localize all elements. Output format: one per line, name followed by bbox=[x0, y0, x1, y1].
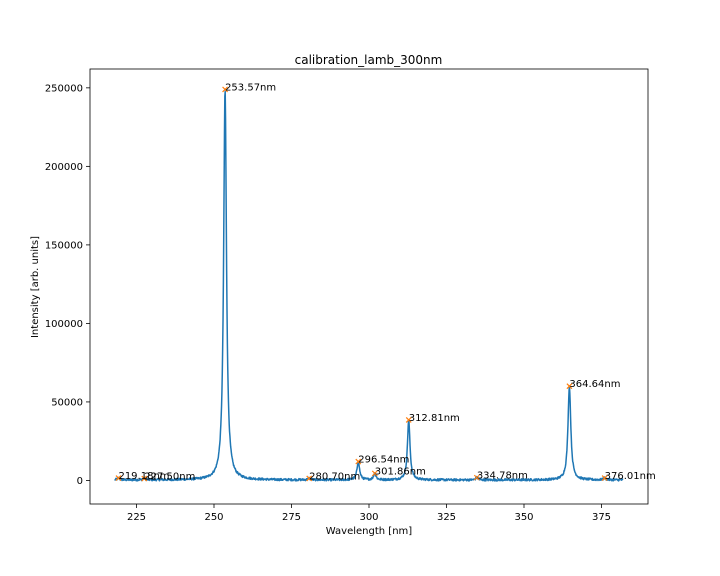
peak-marker bbox=[601, 475, 608, 482]
peak-label: 334.78nm bbox=[477, 471, 528, 482]
y-axis: 0 50000 100000 150000 200000 250000 bbox=[45, 83, 90, 487]
peak-marker bbox=[115, 475, 122, 482]
peak-label: 376.01nm bbox=[605, 471, 656, 482]
peak-label: 296.54nm bbox=[358, 455, 409, 466]
x-tick-label: 325 bbox=[437, 512, 456, 523]
x-tick-label: 275 bbox=[282, 512, 301, 523]
x-tick-label: 350 bbox=[514, 512, 533, 523]
x-tick-label: 225 bbox=[127, 512, 146, 523]
y-tick-label: 50000 bbox=[51, 397, 83, 408]
x-tick-label: 250 bbox=[204, 512, 223, 523]
peak-label: 364.64nm bbox=[569, 379, 620, 390]
y-tick-label: 150000 bbox=[45, 240, 83, 251]
peak-marker bbox=[306, 475, 313, 482]
x-tick-label: 300 bbox=[359, 512, 378, 523]
x-tick-label: 375 bbox=[592, 512, 611, 523]
peak-label: 219.18nm bbox=[118, 471, 169, 482]
y-axis-label: Intensity [arb. units] bbox=[30, 236, 41, 338]
peak-label: 227.50nm bbox=[144, 472, 195, 483]
peak-markers bbox=[115, 86, 608, 482]
peak-marker bbox=[141, 475, 148, 482]
peak-marker bbox=[405, 417, 412, 423]
peak-marker bbox=[355, 458, 362, 465]
spectrum-line bbox=[114, 90, 624, 482]
peak-marker bbox=[371, 470, 378, 477]
y-tick-label: 200000 bbox=[45, 162, 83, 173]
peak-label: 280.70nm bbox=[309, 471, 360, 482]
y-tick-label: 250000 bbox=[45, 83, 83, 94]
y-tick-label: 0 bbox=[77, 476, 83, 487]
peak-label: 312.81nm bbox=[409, 413, 460, 424]
peak-marker bbox=[566, 383, 573, 390]
peak-marker bbox=[473, 474, 480, 481]
chart-title: calibration_lamb_300nm bbox=[295, 53, 443, 67]
peak-label: 301.86nm bbox=[375, 466, 426, 477]
x-axis-label: Wavelength [nm] bbox=[326, 526, 412, 537]
x-axis: 225 250 275 300 325 350 375 bbox=[127, 504, 611, 523]
peak-label: 253.57nm bbox=[225, 82, 276, 93]
y-tick-label: 100000 bbox=[45, 319, 83, 330]
peak-marker bbox=[222, 86, 228, 93]
